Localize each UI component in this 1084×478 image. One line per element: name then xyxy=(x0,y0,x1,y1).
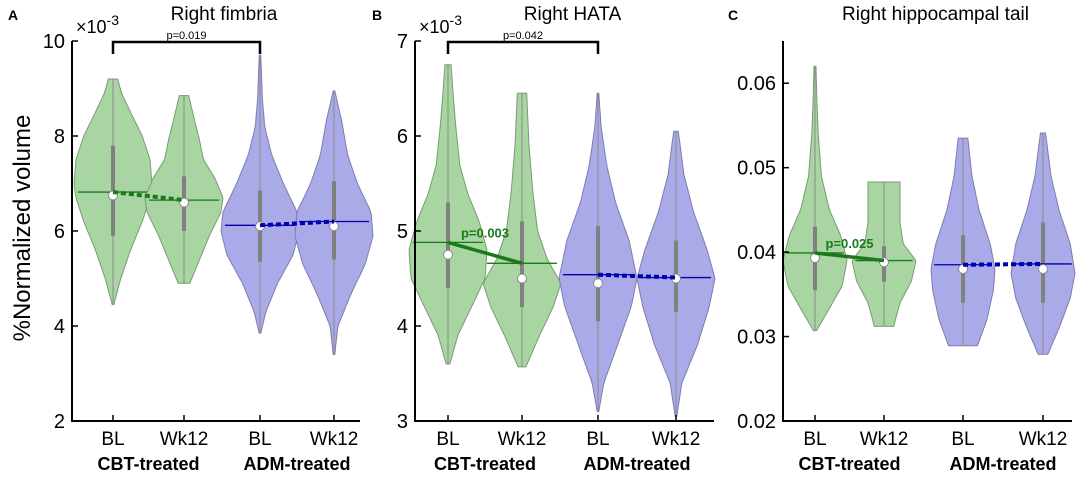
trend-line xyxy=(112,190,185,203)
panel-letter: A xyxy=(8,7,18,23)
y-axis-label: %Normalized volume xyxy=(9,115,36,342)
y-tick-label: 3 xyxy=(397,411,408,433)
bracket-pvalue: p=0.042 xyxy=(503,30,543,42)
violin-median xyxy=(1038,264,1048,274)
panel-letter: C xyxy=(728,7,738,23)
panel-a: A Right fimbria ×10-3 p=0.019 2 4 6 8 10 BL Wk12 BL… xyxy=(8,4,374,474)
x-tick-label: BL xyxy=(248,429,271,450)
y-tick-label: 2 xyxy=(54,411,65,433)
panel-letter: B xyxy=(372,7,382,23)
group-label: ADM-treated xyxy=(243,454,350,474)
y-tick-label: 6 xyxy=(397,126,408,148)
bracket-pvalue: p=0.019 xyxy=(166,30,206,42)
y-tick-label: 6 xyxy=(54,221,65,243)
x-tick-label: Wk12 xyxy=(160,429,209,450)
axis-scale-label: ×10-3 xyxy=(76,12,119,37)
violin-median xyxy=(179,197,189,208)
significance-bracket xyxy=(446,40,600,54)
x-tick-label: BL xyxy=(803,429,826,450)
trend-line xyxy=(447,240,523,265)
trend-pvalue: p=0.003 xyxy=(461,225,509,240)
x-tick-label: Wk12 xyxy=(652,429,701,450)
group-label: CBT-treated xyxy=(97,454,199,474)
y-tick-label: 0.02 xyxy=(737,411,776,433)
violin-median xyxy=(517,273,527,284)
group-label: CBT-treated xyxy=(434,454,536,474)
group-label: ADM-treated xyxy=(949,454,1056,474)
trend-line xyxy=(597,272,677,280)
group-label: CBT-treated xyxy=(798,454,900,474)
x-tick-label: Wk12 xyxy=(860,429,909,450)
group-label: ADM-treated xyxy=(583,454,690,474)
trend-pvalue: p=0.025 xyxy=(825,236,873,251)
chart-title: Right fimbria xyxy=(171,4,278,25)
trend-line xyxy=(259,219,335,228)
y-tick-label: 7 xyxy=(397,31,408,53)
axis-scale-label: ×10-3 xyxy=(419,12,462,37)
y-tick-label: 8 xyxy=(54,126,65,148)
y-tick-label: 10 xyxy=(43,31,65,53)
y-tick-label: 0.04 xyxy=(737,242,776,264)
violin-median xyxy=(443,249,453,260)
y-tick-label: 4 xyxy=(54,316,65,338)
violin-median xyxy=(593,278,603,289)
x-tick-label: BL xyxy=(436,429,459,450)
trend-line xyxy=(962,261,1044,267)
significance-bracket xyxy=(111,40,262,54)
panel-c: C Right hippocampal tail p=0.025 0.02 0.03 0.… xyxy=(728,4,1076,474)
chart-title: Right hippocampal tail xyxy=(842,4,1029,25)
x-tick-label: Wk12 xyxy=(498,429,547,450)
x-tick-label: BL xyxy=(951,429,974,450)
x-tick-label: Wk12 xyxy=(1019,429,1068,450)
y-tick-label: 0.05 xyxy=(737,158,776,180)
x-tick-label: BL xyxy=(586,429,609,450)
panel-b: B Right HATA ×10-3 p=0.003 p=0.042 3 4 5 6 7 BL Wk1… xyxy=(372,4,716,474)
x-tick-label: Wk12 xyxy=(310,429,359,450)
y-tick-label: 0.03 xyxy=(737,327,776,349)
y-tick-label: 4 xyxy=(397,316,408,338)
chart-title: Right HATA xyxy=(524,4,622,25)
y-tick-label: 5 xyxy=(397,221,408,243)
x-tick-label: BL xyxy=(101,429,124,450)
y-tick-label: 0.06 xyxy=(737,73,776,95)
trend-line xyxy=(814,251,885,263)
